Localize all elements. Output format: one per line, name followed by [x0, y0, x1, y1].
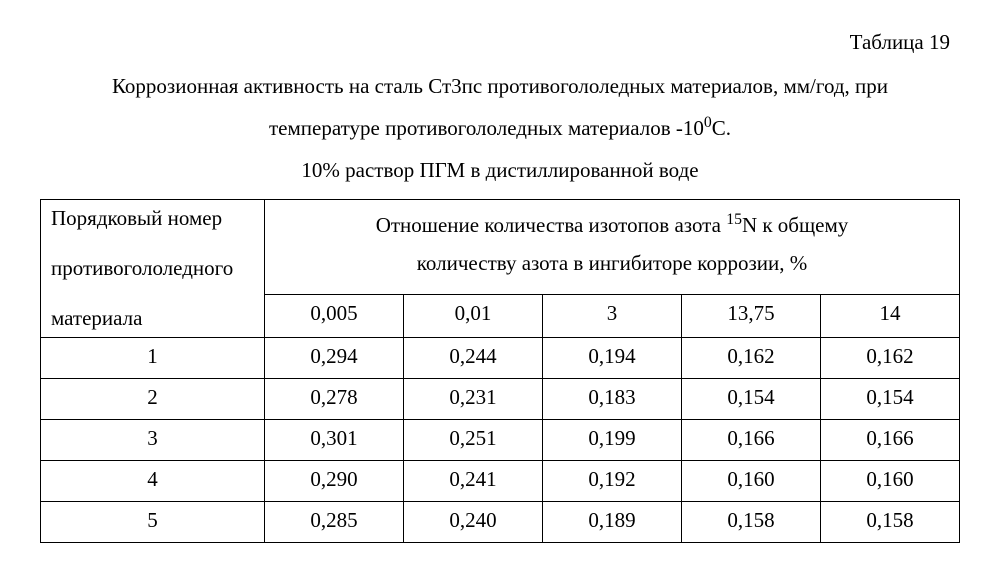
group-header-a: Отношение количества изотопов азота [376, 213, 726, 237]
data-cell: 0,189 [543, 502, 682, 543]
data-cell: 0,199 [543, 420, 682, 461]
caption-line-2a: температуре противогололедных материалов… [269, 116, 704, 140]
data-cell: 0,162 [821, 338, 960, 379]
row-number: 3 [41, 420, 265, 461]
table-row: 2 0,278 0,231 0,183 0,154 0,154 [41, 379, 960, 420]
data-cell: 0,278 [265, 379, 404, 420]
subheader-cell: 0,005 [265, 294, 404, 337]
data-cell: 0,166 [821, 420, 960, 461]
table-row: 3 0,301 0,251 0,199 0,166 0,166 [41, 420, 960, 461]
table-row: 4 0,290 0,241 0,192 0,160 0,160 [41, 461, 960, 502]
group-header-l2: количеству азота в ингибиторе коррозии, … [417, 251, 807, 275]
caption-line-1: Коррозионная активность на сталь Ст3пс п… [112, 74, 888, 98]
subheader-cell: 0,01 [404, 294, 543, 337]
data-cell: 0,285 [265, 502, 404, 543]
row-header-cell: Порядковый номер противогололедного мате… [41, 200, 265, 338]
data-cell: 0,183 [543, 379, 682, 420]
data-cell: 0,240 [404, 502, 543, 543]
data-cell: 0,194 [543, 338, 682, 379]
row-number: 4 [41, 461, 265, 502]
table-number-label: Таблица 19 [40, 30, 960, 55]
row-header-l2: противогололедного [51, 256, 233, 280]
row-header-l1: Порядковый номер [51, 206, 222, 230]
data-cell: 0,301 [265, 420, 404, 461]
data-cell: 0,241 [404, 461, 543, 502]
table-row: 5 0,285 0,240 0,189 0,158 0,158 [41, 502, 960, 543]
data-cell: 0,160 [821, 461, 960, 502]
data-cell: 0,231 [404, 379, 543, 420]
data-cell: 0,192 [543, 461, 682, 502]
subheader-cell: 14 [821, 294, 960, 337]
data-cell: 0,158 [682, 502, 821, 543]
data-cell: 0,166 [682, 420, 821, 461]
group-header-sup: 15 [726, 211, 742, 228]
data-cell: 0,294 [265, 338, 404, 379]
subheader-cell: 13,75 [682, 294, 821, 337]
caption-line-2b: С. [712, 116, 731, 140]
data-cell: 0,251 [404, 420, 543, 461]
data-cell: 0,160 [682, 461, 821, 502]
row-number: 1 [41, 338, 265, 379]
group-header-b: N к общему [742, 213, 848, 237]
caption-sup: 0 [704, 114, 712, 131]
data-cell: 0,154 [821, 379, 960, 420]
caption-line-3: 10% раствор ПГМ в дистиллированной воде [301, 158, 698, 182]
data-table: Порядковый номер противогололедного мате… [40, 199, 960, 543]
table-caption: Коррозионная активность на сталь Ст3пс п… [40, 65, 960, 191]
data-cell: 0,290 [265, 461, 404, 502]
table-row: 1 0,294 0,244 0,194 0,162 0,162 [41, 338, 960, 379]
row-number: 2 [41, 379, 265, 420]
data-cell: 0,162 [682, 338, 821, 379]
data-cell: 0,158 [821, 502, 960, 543]
data-cell: 0,244 [404, 338, 543, 379]
group-header-cell: Отношение количества изотопов азота 15N … [265, 200, 960, 295]
header-row-1: Порядковый номер противогололедного мате… [41, 200, 960, 295]
row-number: 5 [41, 502, 265, 543]
data-cell: 0,154 [682, 379, 821, 420]
subheader-cell: 3 [543, 294, 682, 337]
row-header-l3: материала [51, 306, 142, 330]
